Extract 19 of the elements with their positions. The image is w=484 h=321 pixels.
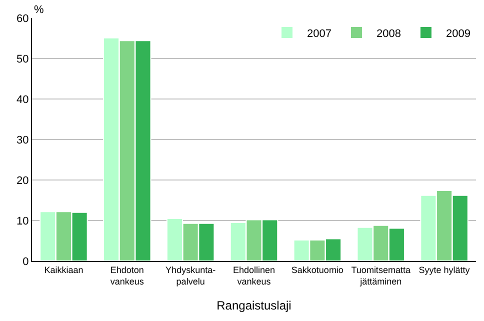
y-tick-label: 10 (16, 215, 29, 228)
x-tick-label: Ehdollinen vankeus (232, 264, 276, 286)
y-tick-label: 30 (16, 134, 29, 146)
x-tick-label: Syyte hylätty (418, 264, 470, 275)
x-tick-label: Yhdyskunta- palvelu (166, 264, 216, 286)
x-tick-label: Ehdoton vankeus (110, 264, 144, 286)
y-axis-title: % (34, 4, 44, 16)
x-tick-label: Kaikkiaan (44, 264, 84, 275)
y-tick-label: 20 (16, 174, 29, 187)
x-tick-label: Sakkotuomio (291, 264, 344, 275)
y-tick-label: 40 (16, 94, 29, 106)
legend-label: 2007 (307, 28, 332, 40)
y-tick-label: 0 (22, 256, 29, 268)
y-tick-label: 50 (16, 53, 29, 66)
x-tick-label: Tuomitsematta jättäminen (351, 264, 410, 286)
x-axis-title: Rangaistuslaji (216, 298, 292, 312)
legend-label: 2009 (446, 28, 470, 40)
y-tick-label: 60 (16, 12, 29, 25)
legend-label: 2008 (376, 28, 401, 40)
